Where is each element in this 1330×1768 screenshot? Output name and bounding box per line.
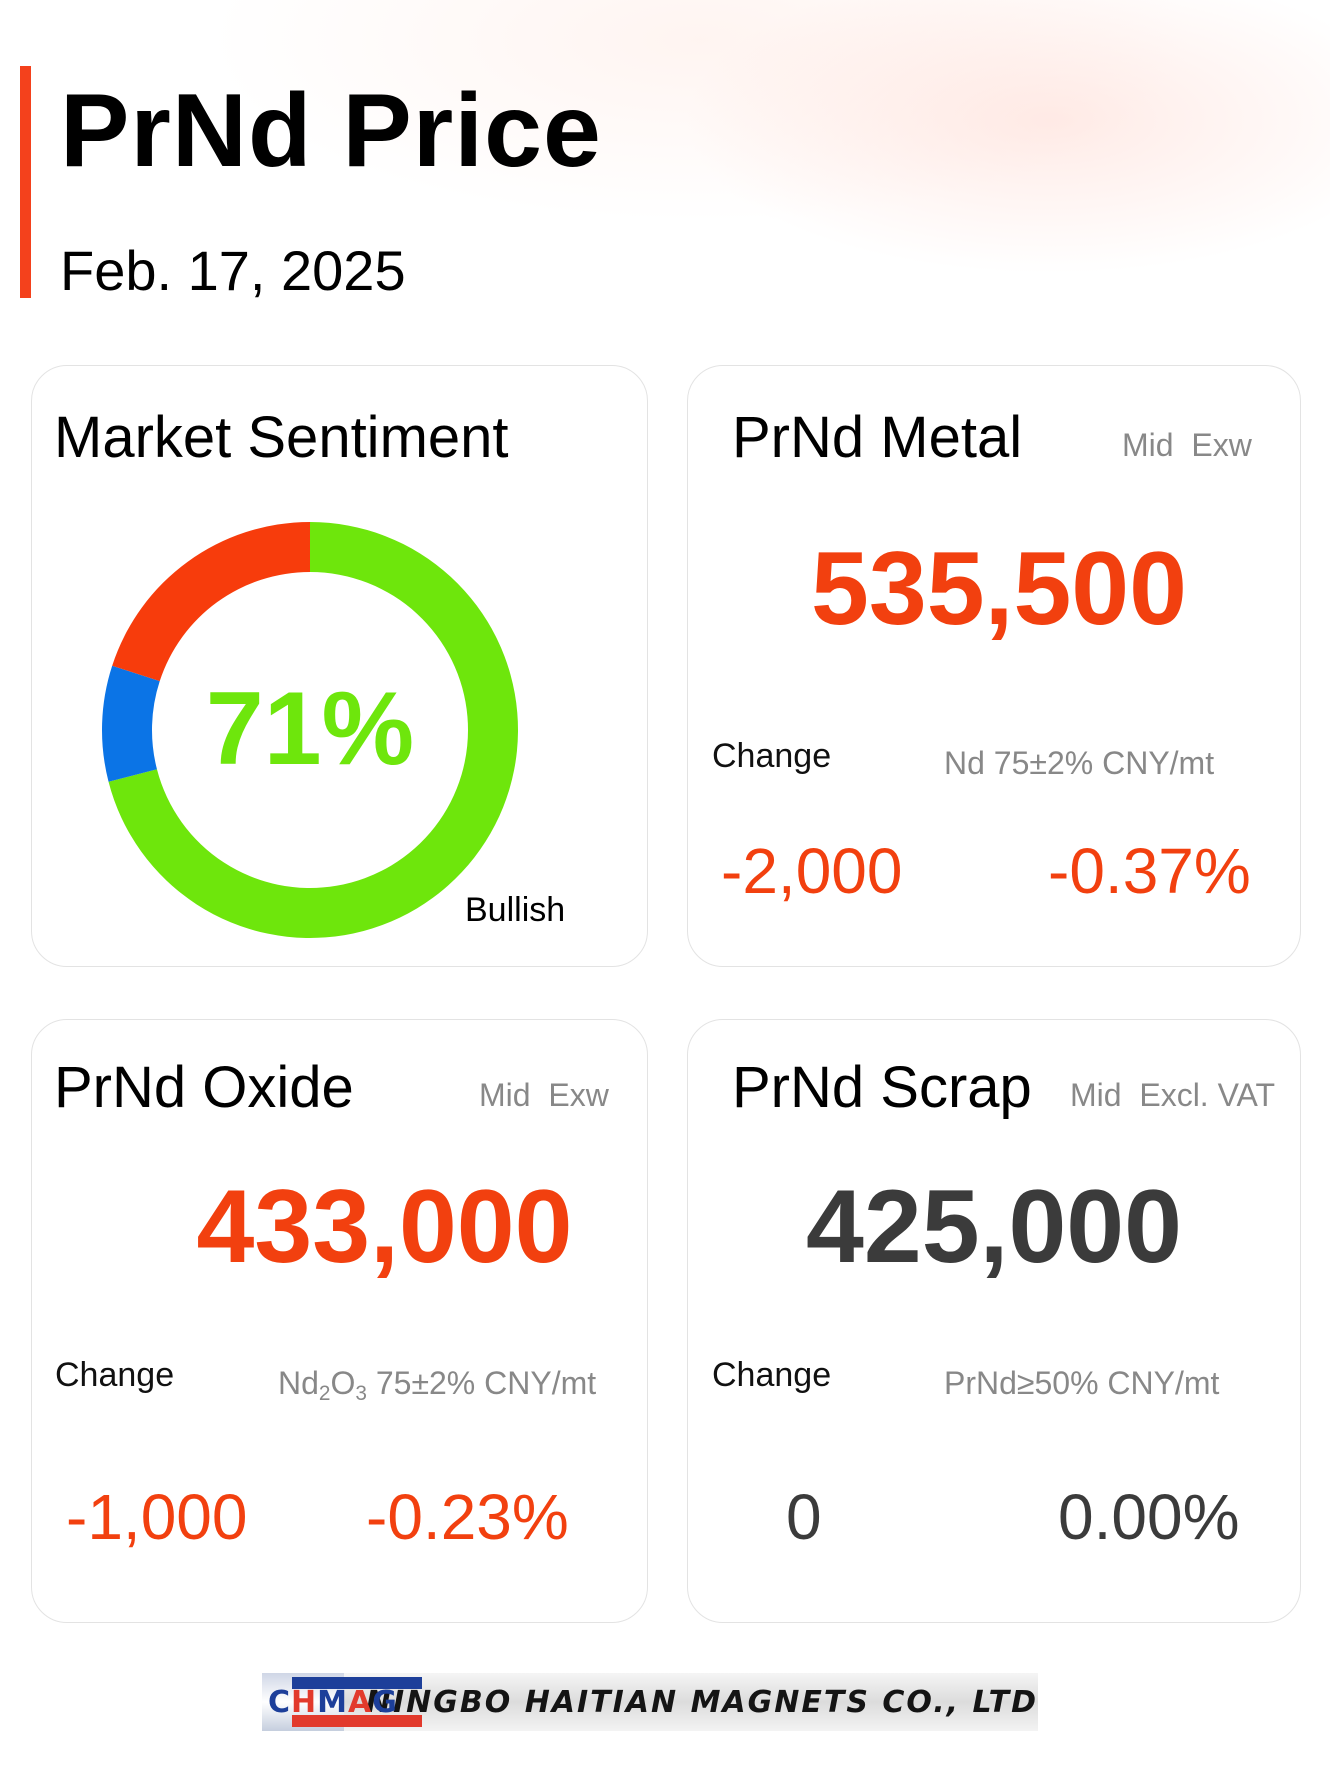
page-title: PrNd Price [60, 73, 602, 189]
donut-segment-bearish [112, 522, 311, 682]
scrap-change-abs: 0 [786, 1481, 822, 1553]
metal-card [687, 365, 1301, 967]
metal-spec: Nd 75±2% CNY/mt [944, 745, 1215, 781]
page-date: Feb. 17, 2025 [60, 239, 406, 302]
donut-segment-neutral [102, 665, 160, 782]
oxide-change-pct: -0.23% [366, 1481, 569, 1553]
company-logo-icon: CHMAG [262, 1673, 422, 1731]
oxide-price: 433,000 [196, 1169, 573, 1285]
oxide-change-label: Change [55, 1356, 175, 1394]
metal-change-label: Change [712, 737, 832, 775]
header-background [0, 0, 1330, 420]
scrap-price: 425,000 [806, 1169, 1182, 1285]
metal-change-pct: -0.37% [1048, 835, 1251, 907]
metal-title: PrNd Metal [732, 405, 1023, 470]
metal-change-abs: -2,000 [721, 835, 903, 907]
scrap-change-pct: 0.00% [1058, 1481, 1240, 1553]
metal-tag: Mid Exw [1122, 427, 1252, 463]
sentiment-percent: 71% [205, 671, 415, 787]
oxide-change-abs: -1,000 [66, 1481, 248, 1553]
company-name: NINGBO HAITIAN MAGNETS CO., LTD [365, 1684, 1038, 1720]
scrap-title: PrNd Scrap [732, 1055, 1032, 1120]
company-logo-banner: CHMAG NINGBO HAITIAN MAGNETS CO., LTD [262, 1673, 1038, 1731]
sentiment-label: Bullish [465, 891, 566, 929]
scrap-card [687, 1019, 1301, 1623]
oxide-spec: Nd2O3 75±2% CNY/mt [278, 1365, 597, 1406]
metal-price: 535,500 [811, 531, 1187, 647]
sentiment-title: Market Sentiment [54, 405, 509, 470]
oxide-tag: Mid Exw [479, 1077, 609, 1113]
oxide-title: PrNd Oxide [54, 1055, 354, 1120]
scrap-tag: Mid Excl. VAT [1070, 1077, 1276, 1113]
header-accent-bar [20, 66, 31, 298]
sentiment-donut [102, 522, 518, 938]
scrap-spec: PrNd≥50% CNY/mt [944, 1365, 1220, 1401]
scrap-change-label: Change [712, 1356, 832, 1394]
oxide-card [31, 1019, 648, 1623]
